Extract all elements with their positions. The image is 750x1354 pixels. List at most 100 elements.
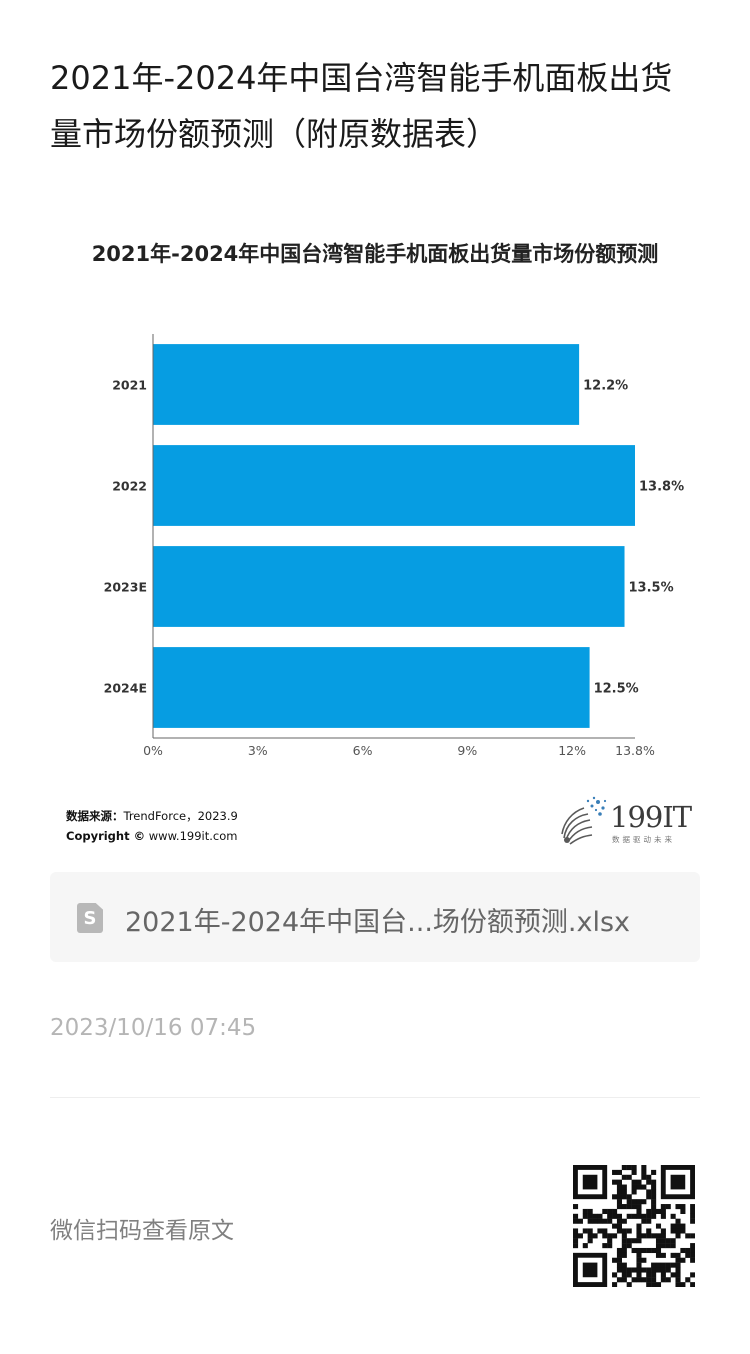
qr-module [626,1165,632,1171]
qr-module [616,1184,622,1190]
qr-module [680,1282,686,1287]
qr-module [636,1277,642,1283]
qr-module [670,1262,676,1268]
qr-module [636,1238,642,1244]
qr-module [690,1233,695,1239]
x-tick-label: 0% [143,743,163,758]
qr-module [631,1165,637,1171]
qr-module [646,1277,652,1283]
qr-module [636,1262,642,1268]
qr-module [651,1247,657,1254]
spreadsheet-file-icon: S [77,903,103,933]
x-tick-label: 9% [457,743,477,758]
x-tick-label: 13.8% [615,743,655,758]
qr-module [670,1228,676,1234]
qr-module [641,1218,647,1224]
qr-module [621,1204,627,1210]
qr-module [582,1243,588,1249]
qr-module [641,1233,647,1239]
bar [153,546,625,627]
qr-module [670,1272,676,1278]
qr-module [612,1257,618,1263]
qr-module [636,1267,642,1273]
qr-module [621,1218,627,1224]
qr-module [626,1272,632,1278]
qr-module [631,1277,637,1283]
qr-module [616,1223,622,1229]
publish-timestamp: 2023/10/16 07:45 [50,1015,257,1041]
qr-module [690,1208,695,1214]
qr-module [641,1213,647,1219]
qr-module [680,1223,686,1229]
qr-module [612,1223,618,1229]
qr-module [621,1233,627,1239]
article-title: 2021年-2024年中国台湾智能手机面板出货量市场份额预测（附原数据表） [50,59,673,153]
qr-module [675,1223,681,1229]
attachment-file[interactable]: S 2021年-2024年中国台...场份额预测.xlsx [50,872,700,962]
qr-module [690,1204,695,1210]
qr-module [690,1243,695,1249]
qr-module [612,1272,618,1278]
qr-module [607,1218,613,1224]
qr-module [660,1277,666,1283]
data-label: 12.2% [583,379,628,394]
qr-module [607,1243,613,1249]
qr-module [587,1218,593,1224]
qr-module [655,1247,662,1254]
category-label: 2022 [112,479,147,494]
category-label: 2021 [112,378,147,393]
qr-module [646,1179,652,1185]
qr-module [651,1213,657,1219]
qr-module [573,1218,579,1224]
source-line: 数据来源：TrendForce，2023.9 [66,806,238,826]
qr-module [607,1213,613,1219]
qr-module [626,1228,632,1234]
qr-module [573,1233,579,1239]
qr-module [626,1194,632,1200]
bar [153,445,635,526]
qr-module [641,1184,647,1190]
qr-module [641,1267,647,1273]
qr-module [660,1267,666,1273]
qr-module [626,1199,632,1205]
qr-module [621,1252,627,1258]
qr-module [631,1199,637,1205]
qr-module [651,1179,657,1185]
qr-module [685,1233,691,1239]
qr-module [631,1189,637,1195]
qr-module [587,1233,593,1239]
qr-module [651,1277,657,1283]
qr-module [616,1169,622,1175]
qr-module [626,1204,632,1210]
qr-module [607,1208,613,1214]
qr-module [631,1169,637,1175]
qr-module [621,1165,627,1171]
qr-module [587,1228,593,1234]
x-tick-label: 3% [248,743,268,758]
qr-module [675,1277,681,1283]
qr-module [587,1238,593,1244]
qr-module [612,1233,618,1239]
qr-module [631,1204,637,1210]
qr-module [616,1204,622,1210]
data-label: 13.5% [629,581,674,596]
qr-module [636,1199,642,1205]
x-tick-label: 6% [353,743,373,758]
category-label: 2023E [104,580,147,595]
qr-module [646,1208,652,1214]
qr-module [631,1179,637,1185]
qr-module [655,1223,662,1229]
bar [153,647,590,728]
qr-module [612,1179,618,1185]
chart-card: 2021年-2024年中国台湾智能手机面板出货量市场份额预测 12.2% 2021… [50,218,700,854]
qr-module [631,1247,637,1254]
qr-module [670,1252,676,1258]
qr-module [685,1247,691,1254]
qr-module [641,1257,647,1263]
qr-module [626,1282,632,1287]
qr-code-icon[interactable] [573,1165,695,1287]
qr-module [660,1233,666,1239]
qr-module [612,1282,618,1287]
qr-module [646,1247,652,1254]
qr-module [680,1208,686,1214]
